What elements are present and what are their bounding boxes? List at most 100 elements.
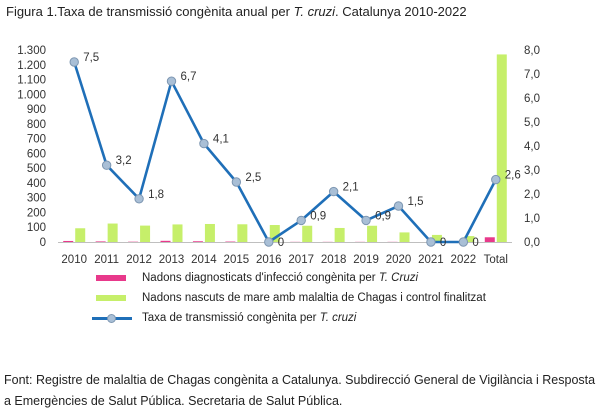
chart-title: Figura 1.Taxa de transmissió congènita a… — [6, 4, 467, 19]
rate-data-label: 0,9 — [310, 210, 326, 222]
rate-point — [328, 186, 339, 197]
rate-point — [199, 138, 209, 149]
bar-infected — [484, 237, 495, 242]
left-axis-tick-label: 700 — [27, 134, 46, 146]
bar-controlled — [496, 54, 507, 242]
right-axis-tick-label: 8,0 — [524, 45, 540, 57]
bar-controlled — [107, 223, 118, 242]
legend-swatch-infected — [96, 275, 126, 281]
legend-item-infected: Nadons diagnosticats d'infecció congènit… — [92, 268, 486, 288]
chart-title-italic: T. cruzi — [293, 4, 336, 19]
x-axis-tick-label: 2010 — [61, 254, 87, 266]
right-axis-tick-label: 7,0 — [524, 69, 540, 81]
chart-legend: Nadons diagnosticats d'infecció congènit… — [92, 268, 486, 328]
rate-point — [264, 237, 274, 247]
right-axis-tick-label: 2,0 — [524, 189, 540, 201]
rate-data-label: 1,5 — [408, 196, 424, 208]
bar-controlled — [399, 232, 410, 242]
rate-point — [231, 177, 242, 187]
left-axis-tick-label: 500 — [27, 163, 46, 175]
rate-data-label: 2,1 — [343, 182, 359, 194]
bar-infected — [95, 241, 106, 242]
legend-label-infected: Nadons diagnosticats d'infecció congènit… — [142, 272, 379, 284]
rate-point — [69, 57, 79, 67]
left-axis-tick-label: 1.100 — [17, 75, 46, 87]
legend-label-rate: Taxa de transmissió congènita per — [142, 312, 320, 324]
bar-controlled — [237, 224, 248, 242]
rate-data-label: 0 — [278, 237, 284, 249]
x-axis-tick-label: Total — [484, 254, 508, 266]
rate-point — [296, 215, 306, 226]
bar-controlled — [367, 225, 378, 242]
legend-label-controlled: Nadons nascuts de mare amb malaltia de C… — [142, 292, 486, 304]
left-axis-tick-label: 400 — [27, 178, 46, 190]
x-axis-tick-label: 2015 — [224, 254, 250, 266]
rate-data-label: 3,2 — [116, 155, 132, 167]
legend-item-controlled: Nadons nascuts de mare amb malaltia de C… — [92, 288, 486, 308]
rate-point — [361, 215, 371, 226]
rate-point — [491, 174, 501, 185]
rate-data-label: 1,8 — [148, 189, 164, 201]
x-axis-tick-label: 2013 — [159, 254, 185, 266]
rate-data-label: 6,7 — [181, 71, 197, 83]
rate-point — [393, 201, 404, 211]
x-axis-tick-label: 2019 — [353, 254, 379, 266]
legend-item-rate: Taxa de transmissió congènita per T. cru… — [92, 308, 486, 328]
source-footnote: Font: Registre de malaltia de Chagas con… — [4, 373, 596, 408]
rate-data-label: 4,1 — [213, 134, 229, 146]
left-axis-tick-label: 100 — [27, 222, 46, 234]
x-axis-tick-label: 2020 — [386, 254, 412, 266]
chart-title-suffix: . Catalunya 2010-2022 — [335, 4, 467, 19]
left-axis-tick-label: 800 — [27, 119, 46, 131]
x-axis-tick-label: 2018 — [321, 254, 347, 266]
rate-data-label: 7,5 — [83, 52, 99, 64]
left-axis-tick-label: 200 — [27, 207, 46, 219]
x-axis-tick-label: 2011 — [94, 254, 119, 266]
right-axis-tick-label: 0,0 — [524, 237, 540, 249]
rate-point — [426, 237, 436, 247]
bar-infected — [63, 240, 74, 242]
left-axis-tick-label: 1.300 — [17, 45, 46, 57]
x-axis-tick-label: 2021 — [418, 254, 444, 266]
right-axis-tick-label: 5,0 — [524, 117, 540, 129]
legend-swatch-controlled — [96, 295, 126, 301]
left-axis-tick-label: 1.000 — [17, 89, 46, 101]
bar-controlled — [302, 225, 313, 242]
rate-data-label: 0 — [440, 237, 446, 249]
rate-data-label: 2,5 — [245, 172, 261, 184]
rate-line — [72, 61, 497, 244]
right-axis-tick-label: 4,0 — [524, 141, 540, 153]
bar-controlled — [172, 224, 183, 242]
rate-data-label: 2,6 — [505, 170, 521, 182]
left-axis-tick-label: 600 — [27, 148, 46, 160]
bar-infected — [160, 240, 171, 242]
bar-controlled — [431, 234, 442, 242]
rate-point — [101, 160, 112, 170]
legend-line-rate — [92, 314, 132, 323]
bar-controlled — [75, 228, 86, 242]
bar-controlled — [204, 223, 215, 242]
rate-data-label: 0,9 — [375, 210, 391, 222]
left-axis-tick-label: 900 — [27, 104, 46, 116]
right-axis-tick-label: 6,0 — [524, 93, 540, 105]
rate-point — [134, 194, 144, 204]
legend-label-infected-italic: T. Cruzi — [378, 272, 419, 284]
bar-controlled — [464, 236, 475, 242]
left-axis-tick-label: 0 — [40, 237, 46, 249]
right-axis-tick-label: 1,0 — [524, 213, 540, 225]
legend-label-rate-italic: T. cruzi — [319, 312, 357, 324]
chart-plot: 0 100 200 300 400 500 600 700 800 900 1.000 1.100 1.… — [17, 45, 540, 266]
left-axis-tick-label: 1.200 — [17, 60, 46, 72]
x-axis-tick-label: 2017 — [288, 254, 314, 266]
bar-infected — [192, 241, 203, 242]
chart-title-prefix: Figura 1.Taxa de transmissió congènita a… — [6, 4, 294, 19]
x-axis-tick-label: 2014 — [191, 254, 217, 266]
bar-controlled — [140, 225, 151, 242]
x-axis-tick-label: 2016 — [256, 254, 282, 266]
rate-point — [458, 237, 469, 247]
rate-point — [166, 76, 177, 86]
x-axis-tick-label: 2012 — [126, 254, 152, 266]
bar-controlled — [334, 227, 345, 242]
left-axis-tick-label: 300 — [27, 193, 46, 205]
bar-controlled — [269, 225, 280, 242]
